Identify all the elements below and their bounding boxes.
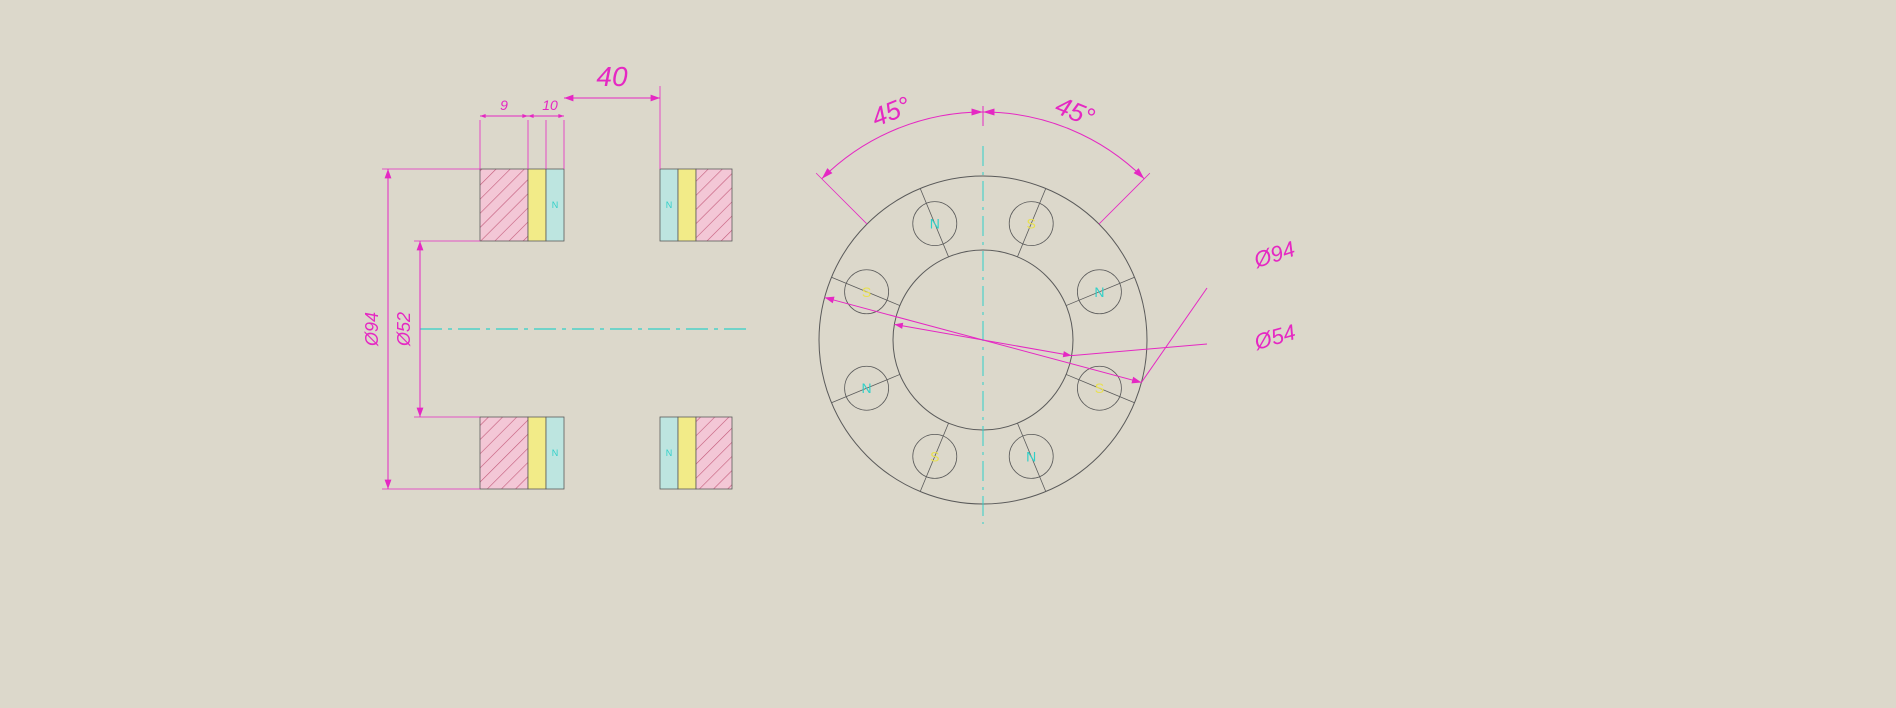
dim-10: 10	[542, 97, 558, 113]
dim-d94-section: Ø94	[362, 312, 382, 347]
dim-d52-section: Ø52	[394, 312, 414, 347]
dim-45-left: 45°	[867, 90, 915, 133]
section-view: N N N N Ø94 Ø52 9 10 40	[362, 61, 752, 489]
dim-d54-front: Ø54	[1251, 319, 1299, 355]
front-view: S N S N S N S N 45° 45° Ø94 Ø54	[816, 90, 1298, 524]
pole-n-label: N	[1094, 284, 1104, 300]
svg-text:N: N	[552, 200, 559, 210]
pole-n-label: N	[862, 380, 872, 396]
dim-d94-front: Ø94	[1250, 236, 1298, 273]
pole-n-label: N	[1026, 448, 1036, 464]
pole-s-label: S	[930, 448, 939, 464]
pole-s-label: S	[862, 284, 871, 300]
dim-45-right: 45°	[1051, 90, 1099, 133]
pole-s-label: S	[1027, 216, 1036, 232]
dim-40: 40	[596, 61, 628, 92]
pole-n-label: N	[930, 216, 940, 232]
dim-9: 9	[500, 97, 508, 113]
svg-text:N: N	[666, 448, 673, 458]
pole-s-label: S	[1095, 380, 1104, 396]
svg-text:N: N	[666, 200, 673, 210]
svg-text:N: N	[552, 448, 559, 458]
